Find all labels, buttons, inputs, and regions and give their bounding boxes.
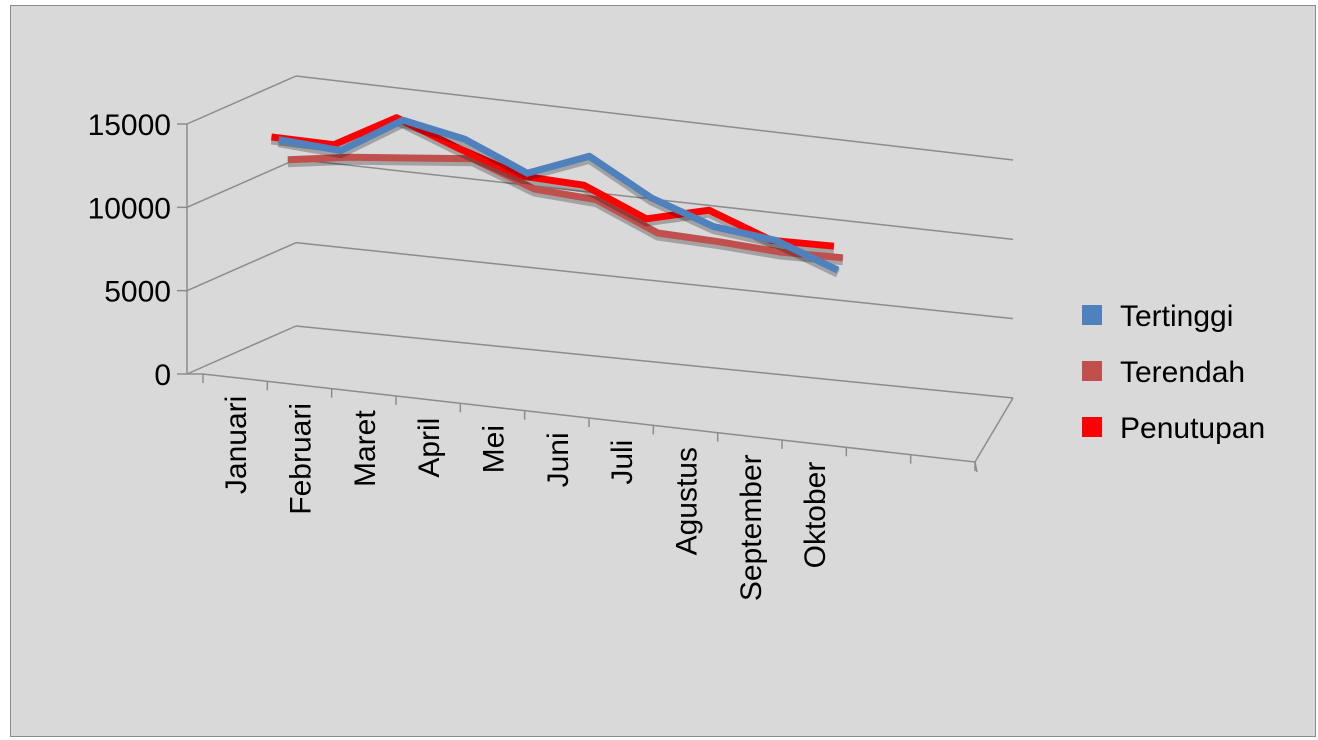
legend: Tertinggi Terendah Penutupan [1082,300,1265,445]
legend-label-penutupan: Penutupan [1120,412,1265,445]
wall-gridline-15000 [186,75,297,125]
series-line-penutupan [270,114,835,250]
x-tick-label-september: September [735,454,768,601]
x-tick-label-agustus: Agustus [671,447,704,555]
legend-label-terendah: Terendah [1120,356,1245,389]
x-tick-label-juli: Juli [606,440,639,485]
y-tick-label-10000: 10000 [88,192,171,225]
gridlines [186,75,1014,399]
series-tertinggi [277,116,840,278]
wall-gridline-10000 [186,158,297,209]
x-tick-label-april: April [413,418,446,478]
wall-gridline-5000 [186,241,297,292]
legend-swatch-penutupan [1082,417,1102,437]
x-tick-label-oktober: Oktober [799,462,832,569]
x-axis-ticks: Januari Februari Maret April Mei Juni Juli Agus… [202,374,976,601]
legend-label-tertinggi: Tertinggi [1120,300,1233,333]
y-axis-ticks: 0 5000 10000 15000 [88,109,187,392]
x-tick-label-februari: Februari [285,403,318,515]
x-tick-label-maret: Maret [349,410,382,487]
series-group [270,114,844,278]
series-line-terendah [287,153,844,262]
gridline-0 [295,325,1014,399]
y-tick-label-0: 0 [154,359,171,392]
series-terendah [287,153,844,266]
x-tick-label-januari: Januari [220,396,253,494]
wall-gridline-0 [186,325,297,375]
x-tick-label-juni: Juni [542,432,575,487]
gridline-5000 [295,241,1014,320]
series-line-tertinggi [278,116,840,274]
x-tick-label-mei: Mei [478,425,511,473]
series-penutupan [270,114,835,254]
gridline-15000 [295,75,1014,161]
y-tick-label-5000: 5000 [104,276,171,309]
legend-swatch-tertinggi [1082,305,1102,325]
legend-swatch-terendah [1082,361,1102,381]
y-tick-label-15000: 15000 [88,109,171,142]
